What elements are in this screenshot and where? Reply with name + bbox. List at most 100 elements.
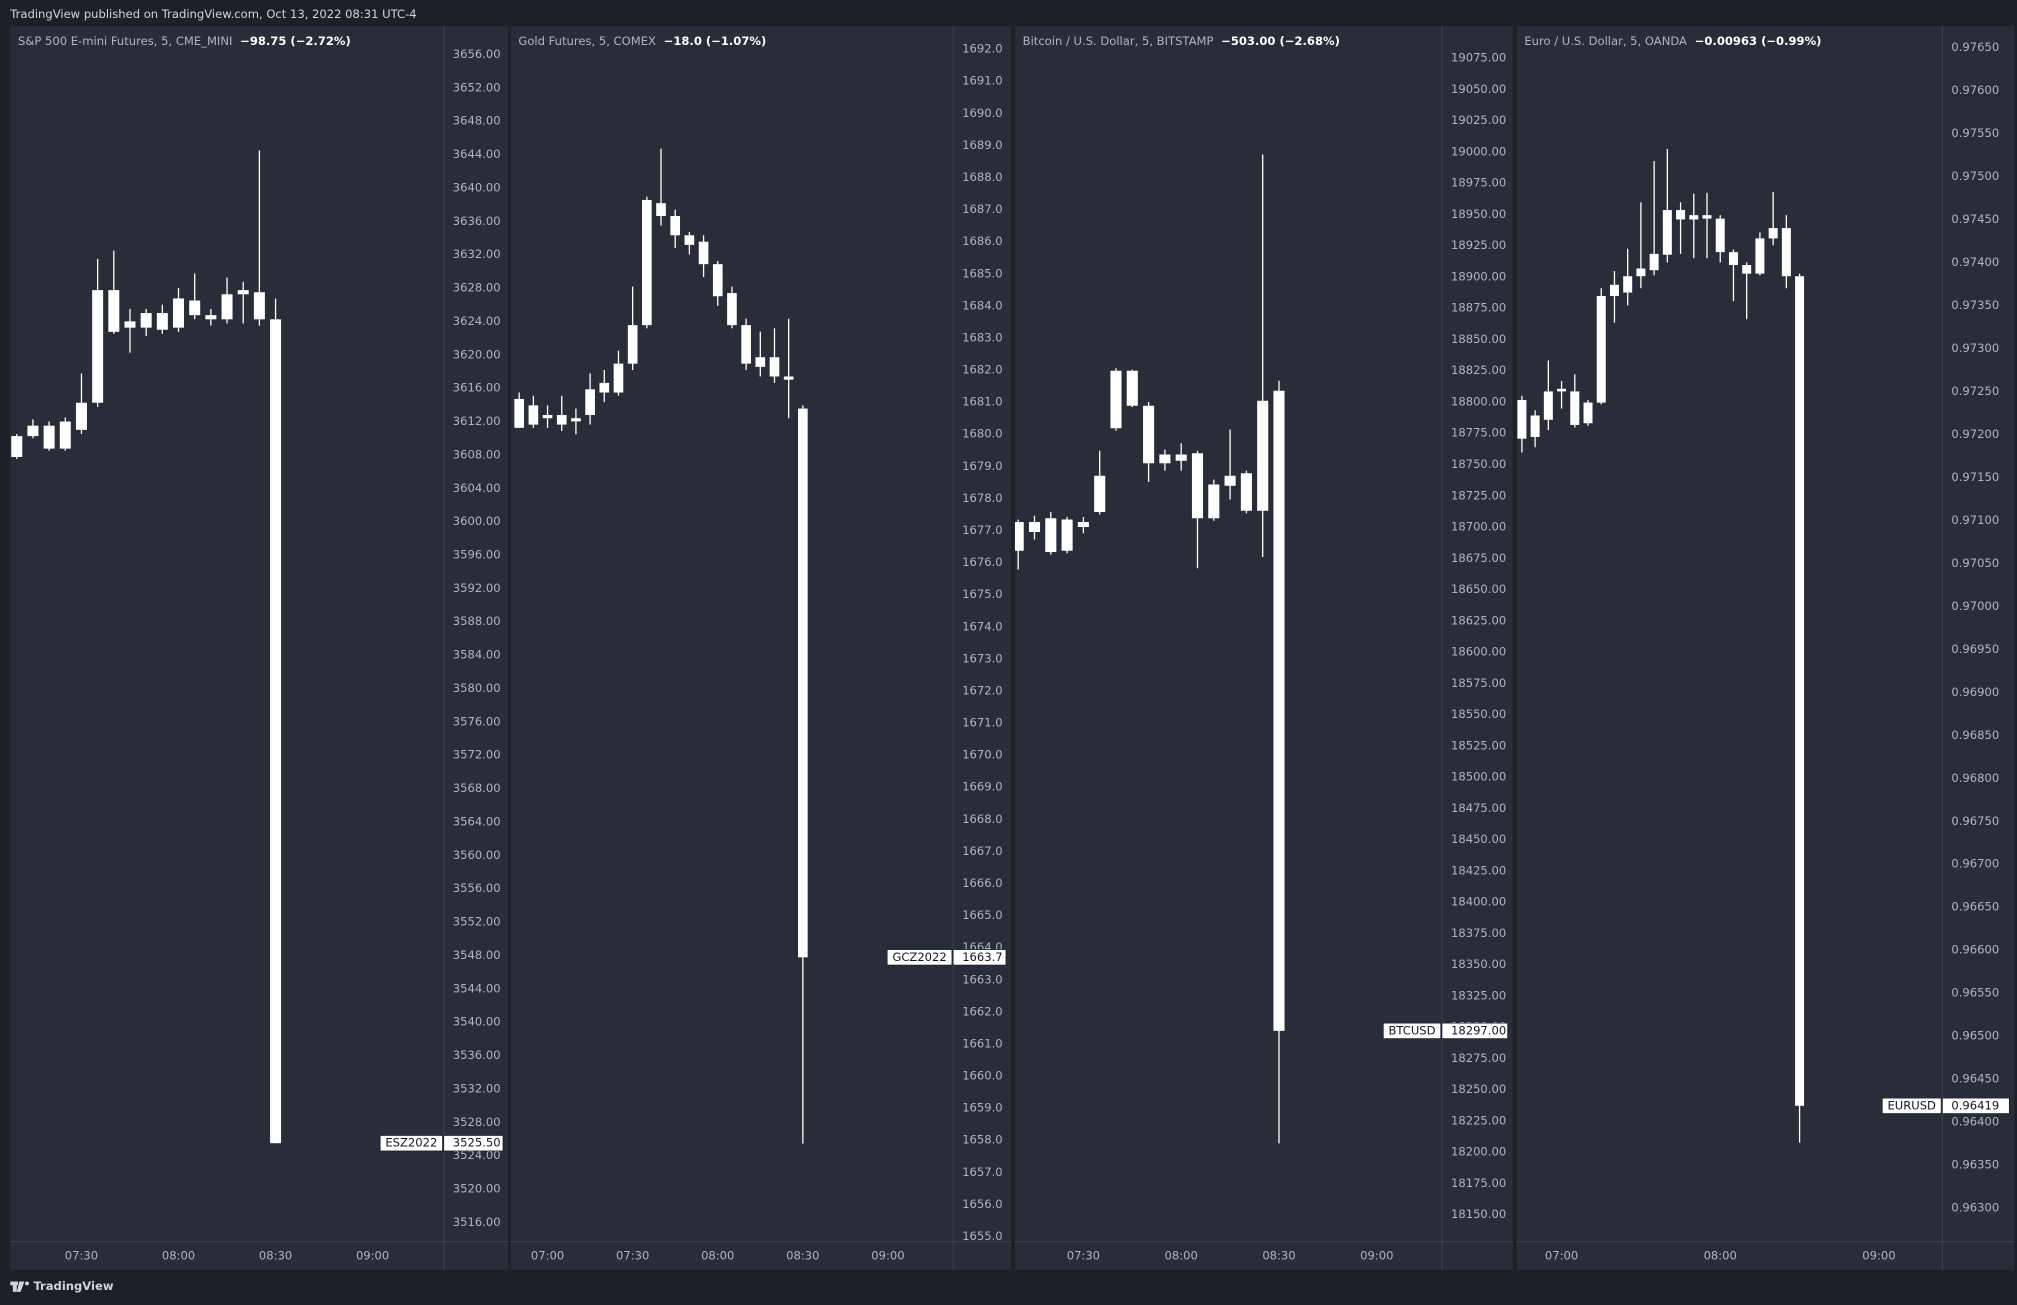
y-tick-label: 3588.00 [453,614,501,628]
y-tick-label: 18925.00 [1451,238,1506,252]
symbol-label: EURUSD [1887,1098,1936,1112]
y-tick-label: 0.96950 [1951,642,1999,656]
y-tick-label: 3612.00 [453,414,501,428]
candle-body [1077,522,1089,528]
candles [1014,154,1285,1144]
candle-body [75,402,87,430]
y-tick-label: 1679.0 [962,459,1002,473]
y-tick-label: 3568.00 [453,781,501,795]
y-tick-label: 18725.00 [1451,488,1506,502]
y-tick-label: 18175.00 [1451,1176,1506,1190]
candle-body [599,382,610,393]
y-tick-label: 0.97650 [1951,40,1999,54]
candle-body [1742,265,1752,274]
candle-body [205,315,217,320]
last-price-label: 1663.7 [962,950,1002,964]
symbol-label: BTCUSD [1388,1023,1435,1037]
last-price-label: 0.96419 [1951,1098,1999,1112]
y-tick-label: 18550.00 [1451,707,1506,721]
y-tick-label: 1690.0 [962,106,1002,120]
last-price-label: 18297.00 [1451,1023,1506,1037]
y-tick-label: 1681.0 [962,395,1002,409]
y-tick-label: 3532.00 [453,1081,501,1095]
candle-body [1557,388,1567,392]
y-tick-label: 3564.00 [453,814,501,828]
candle-body [1649,253,1659,271]
y-tick-label: 3640.00 [453,180,501,194]
y-tick-label: 1673.0 [962,651,1002,665]
y-tick-label: 18450.00 [1451,832,1506,846]
candle-body [1530,415,1540,437]
y-tick-label: 18150.00 [1451,1207,1506,1221]
y-tick-label: 1682.0 [962,363,1002,377]
header-text: TradingView published on TradingView.com… [9,7,416,21]
candle-body [1596,295,1606,403]
y-tick-label: 3548.00 [453,948,501,962]
y-tick-label: 0.96700 [1951,857,1999,871]
y-tick-label: 0.97550 [1951,126,1999,140]
y-tick-label: 1674.0 [962,619,1002,633]
candle-body [59,421,71,449]
y-tick-label: 1675.0 [962,587,1002,601]
y-tick-label: 18875.00 [1451,301,1506,315]
y-tick-label: 19075.00 [1451,51,1506,65]
y-tick-label: 18900.00 [1451,269,1506,283]
x-tick-label: 07:30 [1067,1248,1100,1262]
y-tick-label: 3560.00 [453,848,501,862]
candle-body [585,389,595,415]
y-tick-label: 1688.0 [962,170,1002,184]
candle-body [1028,522,1041,533]
y-tick-label: 18825.00 [1451,363,1506,377]
y-tick-label: 18350.00 [1451,957,1506,971]
y-tick-label: 18225.00 [1451,1113,1506,1127]
y-tick-label: 3540.00 [453,1015,501,1029]
y-tick-label: 3544.00 [453,981,501,995]
symbol-label: ESZ2022 [385,1136,437,1150]
candle-body [556,414,567,425]
candle-body [1583,402,1593,424]
candle-body [613,363,624,393]
candle-body [1755,238,1765,274]
y-tick-label: 3536.00 [453,1048,501,1062]
candle-body [698,241,709,265]
y-tick-label: 0.96400 [1951,1115,1999,1129]
y-tick-label: 0.96300 [1951,1201,1999,1215]
y-tick-label: 3520.00 [453,1182,501,1196]
y-tick-label: 18325.00 [1451,988,1506,1002]
x-tick-label: 08:30 [786,1248,819,1262]
candle-body [27,425,39,437]
y-tick-label: 0.96900 [1951,685,1999,699]
y-tick-label: 3592.00 [453,581,501,595]
candle-body [783,376,794,380]
y-tick-label: 1671.0 [962,716,1002,730]
price-change: −503.00 (−2.68%) [1221,34,1340,48]
candle-body [1623,276,1633,293]
y-tick-label: 18525.00 [1451,738,1506,752]
y-tick-label: 19025.00 [1451,113,1506,127]
candle-body [1224,475,1236,486]
candle-body [1768,228,1778,239]
candle-body [514,398,525,428]
x-tick-label: 07:00 [531,1248,564,1262]
candle-body [769,357,780,377]
y-tick-label: 3636.00 [453,214,501,228]
candle-body [124,321,136,328]
y-tick-label: 18400.00 [1451,895,1506,909]
y-tick-label: 1689.0 [962,138,1002,152]
x-tick-label: 07:30 [616,1248,649,1262]
x-tick-label: 07:00 [1545,1248,1578,1262]
y-tick-label: 3572.00 [453,748,501,762]
candle-body [1257,400,1269,511]
x-tick-label: 08:30 [1262,1248,1295,1262]
y-tick-label: 1685.0 [962,266,1002,280]
y-tick-label: 1665.0 [962,908,1002,922]
y-tick-label: 18950.00 [1451,207,1506,221]
chart-title: S&P 500 E-mini Futures, 5, CME_MINI [18,34,232,48]
candle-body [798,408,808,958]
y-tick-label: 0.97450 [1951,212,1999,226]
candle-body [1517,400,1527,439]
y-tick-label: 3600.00 [453,514,501,528]
candle-body [1609,284,1619,296]
chart-panel: 1655.0 1656.0 1657.0 1658.0 1659.0 1660.0 1661… [510,26,1012,1270]
candle-body [727,293,737,326]
